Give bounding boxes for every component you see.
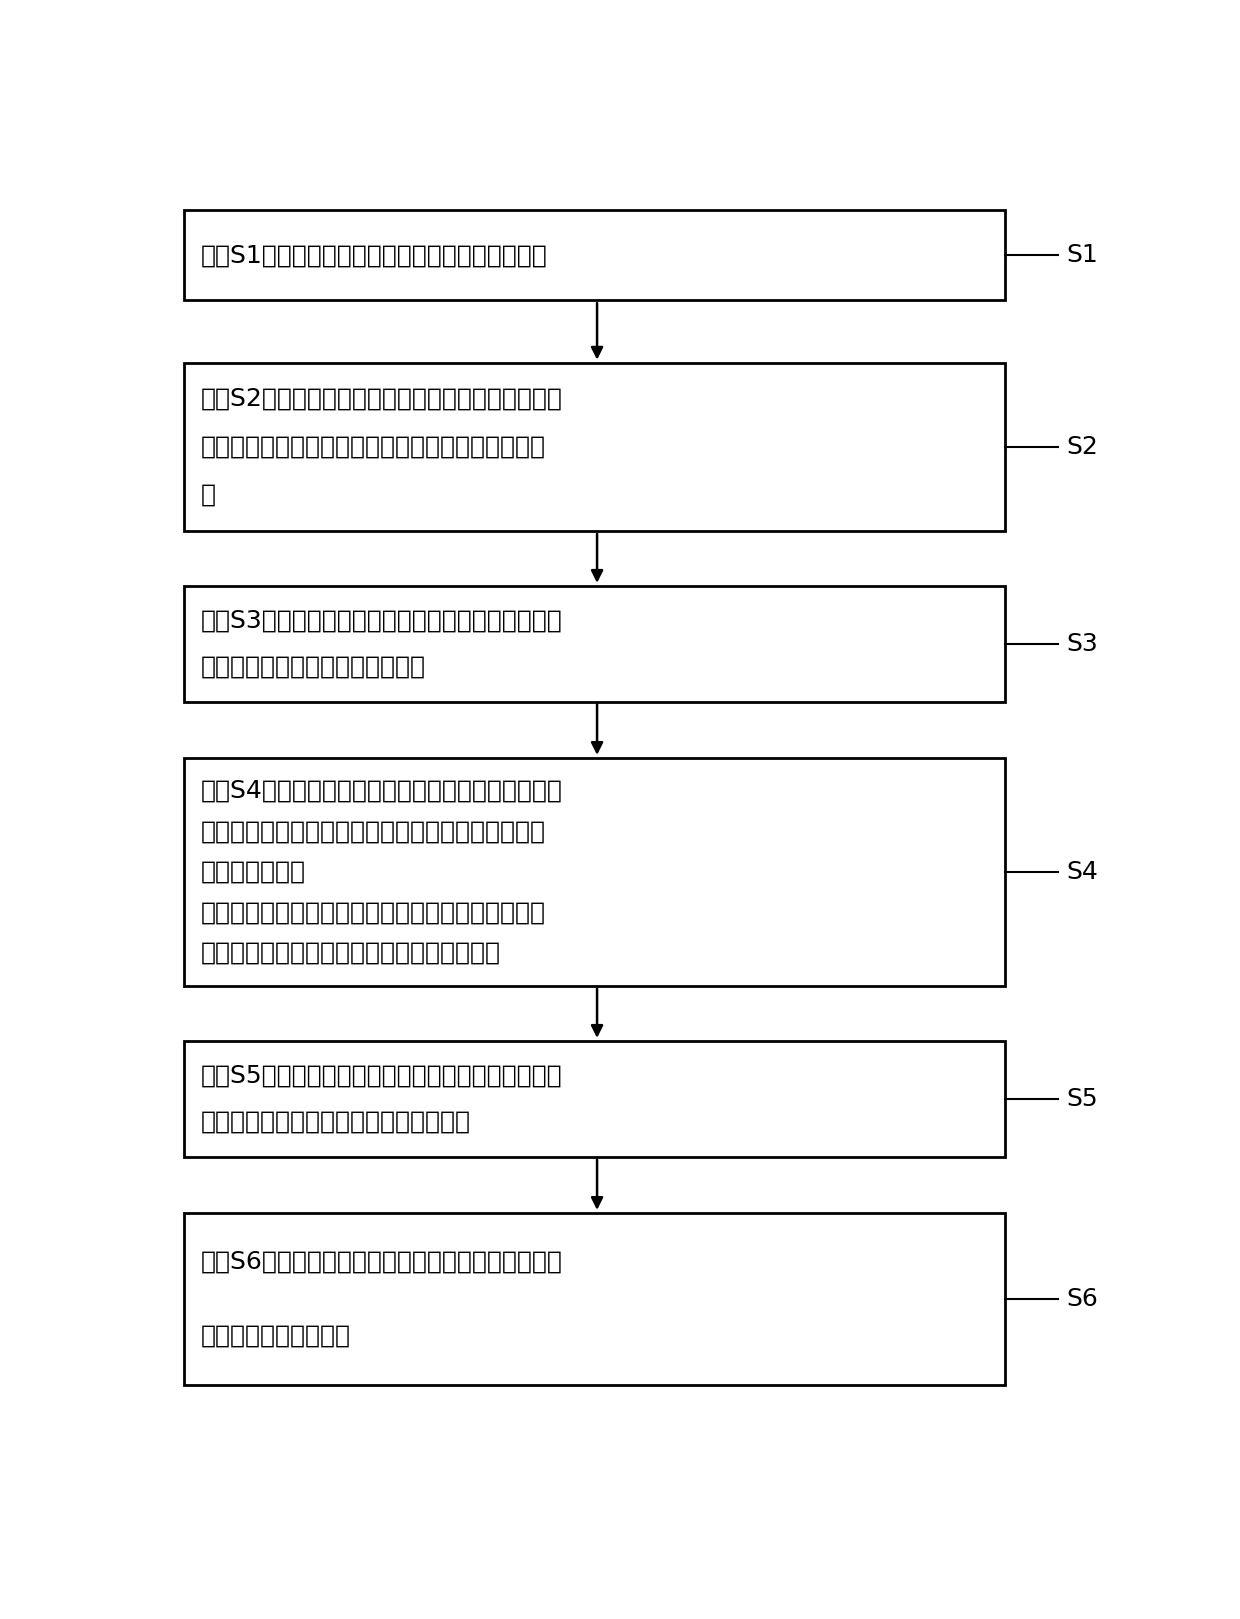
Text: 步骤S4，控制器根据励磁电流指令和实际励磁电流值: 步骤S4，控制器根据励磁电流指令和实际励磁电流值 — [201, 779, 563, 803]
Text: S1: S1 — [1066, 243, 1097, 267]
Text: 理得到转矩电流对应的的一第二电压指令: 理得到转矩电流对应的的一第二电压指令 — [201, 1109, 471, 1133]
Bar — [184, 363, 1006, 531]
Text: 应电机模型处理得到感应电机当前的自整定值: 应电机模型处理得到感应电机当前的自整定值 — [201, 941, 501, 965]
Bar — [184, 758, 1006, 986]
Bar — [184, 1213, 1006, 1384]
Text: S5: S5 — [1066, 1086, 1097, 1111]
Text: S6: S6 — [1066, 1287, 1097, 1311]
Text: 电压指令；以及: 电压指令；以及 — [201, 860, 306, 884]
Text: S3: S3 — [1066, 631, 1097, 656]
Text: 步骤S6，控制器根据第一电压指令和第二电压指令对: 步骤S6，控制器根据第一电压指令和第二电压指令对 — [201, 1250, 563, 1274]
Text: ，采用感应电机模型处理得到励磁电流对应的一第一: ，采用感应电机模型处理得到励磁电流对应的一第一 — [201, 819, 546, 843]
Text: 控制器根据转矩电流指令和实际转矩电流值，采用感: 控制器根据转矩电流指令和实际转矩电流值，采用感 — [201, 900, 546, 924]
Text: 步骤S5，控制器根据自整定值，采用感应电机模型处: 步骤S5，控制器根据自整定值，采用感应电机模型处 — [201, 1064, 563, 1088]
Text: 步骤S3，控制器检测得到处于堵转状态的感应电机的: 步骤S3，控制器检测得到处于堵转状态的感应电机的 — [201, 609, 563, 633]
Text: S2: S2 — [1066, 436, 1097, 458]
Text: 步骤S1，预先构建关联于感应电机的感应电机模型: 步骤S1，预先构建关联于感应电机的感应电机模型 — [201, 243, 548, 267]
Bar — [184, 210, 1006, 300]
Text: 实际励磁电流值和实际转矩电流值: 实际励磁电流值和实际转矩电流值 — [201, 654, 427, 678]
Text: 态: 态 — [201, 482, 216, 507]
Text: S4: S4 — [1066, 860, 1097, 884]
Text: 感应电机进行动态控制: 感应电机进行动态控制 — [201, 1324, 351, 1347]
Bar — [184, 586, 1006, 701]
Text: 磁电流指令和转矩电流指令使得感应电机处于堵转状: 磁电流指令和转矩电流指令使得感应电机处于堵转状 — [201, 436, 546, 458]
Text: 步骤S2，感应电机的控制器预先计算得到并输出的励: 步骤S2，感应电机的控制器预先计算得到并输出的励 — [201, 387, 563, 411]
Bar — [184, 1041, 1006, 1156]
